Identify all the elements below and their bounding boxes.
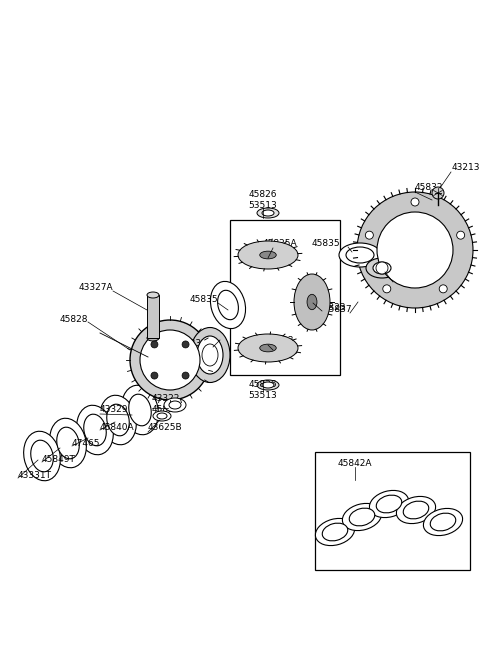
Bar — [315, 452, 470, 570]
Text: 43327A: 43327A — [78, 284, 113, 293]
Bar — [230, 220, 340, 375]
Ellipse shape — [322, 523, 348, 541]
Ellipse shape — [257, 208, 279, 218]
Ellipse shape — [147, 335, 159, 341]
Ellipse shape — [315, 518, 355, 546]
Ellipse shape — [294, 274, 330, 330]
Ellipse shape — [147, 292, 159, 298]
Ellipse shape — [366, 258, 398, 278]
Ellipse shape — [31, 440, 53, 472]
Ellipse shape — [107, 404, 129, 436]
Ellipse shape — [349, 508, 375, 526]
Ellipse shape — [164, 398, 186, 412]
Ellipse shape — [238, 241, 298, 269]
Text: 45826
53513: 45826 53513 — [249, 191, 277, 210]
Ellipse shape — [262, 382, 274, 388]
Ellipse shape — [130, 320, 210, 400]
Circle shape — [182, 372, 189, 379]
Circle shape — [151, 341, 158, 348]
Ellipse shape — [262, 210, 274, 216]
Text: 43213: 43213 — [452, 164, 480, 172]
Ellipse shape — [342, 504, 382, 531]
Ellipse shape — [307, 294, 317, 310]
Bar — [147, 295, 159, 338]
Ellipse shape — [217, 290, 239, 320]
Ellipse shape — [84, 414, 106, 446]
Ellipse shape — [260, 344, 276, 352]
Text: 45835: 45835 — [190, 295, 218, 305]
Ellipse shape — [169, 401, 181, 409]
Ellipse shape — [210, 282, 246, 329]
Ellipse shape — [129, 394, 151, 426]
Circle shape — [365, 231, 373, 239]
Text: 47465: 47465 — [72, 440, 100, 449]
Circle shape — [383, 285, 391, 293]
Ellipse shape — [100, 395, 136, 445]
Text: 43331T: 43331T — [18, 472, 52, 481]
Circle shape — [357, 192, 473, 308]
Ellipse shape — [49, 419, 86, 468]
Circle shape — [182, 341, 189, 348]
Text: 43625B: 43625B — [148, 424, 182, 432]
Ellipse shape — [260, 251, 276, 259]
Text: 45835: 45835 — [312, 238, 340, 248]
Text: 45849T: 45849T — [42, 455, 76, 464]
Text: 45737A: 45737A — [390, 274, 425, 282]
Ellipse shape — [346, 247, 374, 263]
Text: 43329: 43329 — [184, 339, 213, 348]
Ellipse shape — [376, 495, 402, 513]
Text: 45842A: 45842A — [338, 460, 372, 468]
Text: 45837: 45837 — [324, 305, 352, 314]
Ellipse shape — [190, 328, 230, 383]
Ellipse shape — [197, 336, 223, 374]
Ellipse shape — [24, 431, 60, 481]
Circle shape — [151, 372, 158, 379]
Ellipse shape — [339, 243, 381, 267]
Circle shape — [439, 285, 447, 293]
Text: 43322
45822: 43322 45822 — [152, 394, 180, 414]
Ellipse shape — [403, 501, 429, 519]
Ellipse shape — [370, 491, 408, 517]
Ellipse shape — [202, 344, 218, 366]
Ellipse shape — [373, 262, 391, 274]
Text: 45840A: 45840A — [100, 424, 134, 432]
Ellipse shape — [430, 513, 456, 531]
Text: 43323: 43323 — [318, 303, 347, 312]
Ellipse shape — [396, 496, 436, 523]
Circle shape — [376, 262, 388, 274]
Ellipse shape — [143, 333, 197, 388]
Ellipse shape — [238, 334, 298, 362]
Ellipse shape — [121, 385, 158, 435]
Circle shape — [140, 330, 200, 390]
Circle shape — [377, 212, 453, 288]
Ellipse shape — [77, 405, 113, 455]
Circle shape — [411, 198, 419, 206]
Text: 45832: 45832 — [415, 183, 444, 193]
Ellipse shape — [423, 508, 463, 536]
Text: 43329: 43329 — [100, 405, 129, 415]
Ellipse shape — [153, 411, 171, 421]
Text: 43323
45825A: 43323 45825A — [263, 336, 298, 356]
Ellipse shape — [157, 413, 167, 419]
Text: 45826
53513: 45826 53513 — [249, 381, 277, 400]
Ellipse shape — [57, 427, 79, 458]
Circle shape — [456, 231, 465, 239]
Text: 45825A: 45825A — [263, 238, 298, 248]
Text: 45828: 45828 — [60, 316, 88, 324]
Ellipse shape — [257, 380, 279, 390]
Circle shape — [432, 187, 444, 199]
